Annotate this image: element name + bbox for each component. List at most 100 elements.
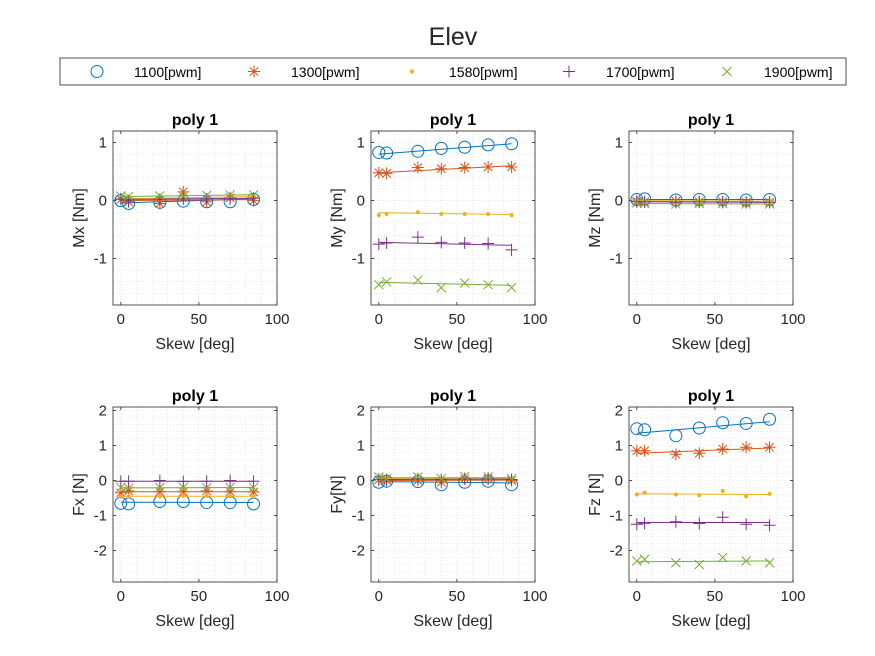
x-axis-label: Skew [deg]: [155, 336, 234, 353]
fit-line: [378, 241, 512, 246]
data-point: [716, 196, 729, 209]
y-tick-label: 1: [615, 135, 623, 152]
plot-area: [629, 131, 793, 305]
data-point: [114, 192, 127, 205]
data-point: [372, 166, 385, 179]
data-point: [717, 198, 728, 209]
data-point: [153, 485, 166, 498]
series-1700[pwm]: [114, 474, 260, 488]
x-tick-label: 0: [633, 311, 641, 328]
data-point: [505, 243, 518, 256]
fit-line: [378, 143, 512, 155]
data-point: [763, 412, 777, 426]
fit-line: [120, 194, 254, 198]
data-point: [225, 482, 235, 493]
y-tick-label: 0: [357, 193, 365, 210]
series-1300[pwm]: [372, 160, 518, 180]
data-point: [638, 423, 652, 437]
data-point: [642, 490, 647, 495]
data-point: [181, 493, 186, 498]
minor-grid: [371, 407, 536, 582]
data-point: [639, 198, 650, 209]
data-point: [462, 211, 467, 217]
data-point: [126, 494, 131, 499]
subplot-title: poly 1: [430, 388, 476, 405]
y-tick-label: -1: [610, 508, 623, 525]
series-group: [372, 137, 519, 293]
y-axis-label: My [Nm]: [329, 188, 346, 248]
data-point: [248, 189, 259, 200]
data-point: [373, 279, 384, 290]
subplot-title: poly 1: [688, 112, 734, 129]
data-point: [201, 190, 212, 201]
fit-line: [636, 560, 770, 563]
subplot-title: poly 1: [688, 388, 734, 405]
data-point: [739, 416, 753, 430]
data-point: [178, 191, 189, 201]
x-tick-label: 50: [449, 311, 466, 328]
data-point: [155, 191, 165, 201]
y-tick-label: -2: [94, 543, 107, 560]
data-point: [411, 472, 424, 485]
series-1100[pwm]: [372, 137, 519, 160]
data-point: [115, 482, 126, 493]
data-point: [763, 441, 776, 454]
series-1900[pwm]: [373, 471, 517, 484]
legend-label: 1300[pwm]: [291, 64, 359, 80]
x-tick-label: 50: [191, 311, 208, 328]
data-point: [251, 494, 256, 499]
fit-line: [636, 493, 770, 495]
legend-label: 1900[pwm]: [764, 64, 832, 80]
data-point: [411, 161, 424, 174]
data-point: [481, 138, 495, 152]
data-point: [740, 518, 753, 531]
data-point: [631, 556, 642, 566]
data-point: [247, 475, 260, 488]
data-point: [669, 448, 682, 461]
legend-box: [59, 57, 847, 86]
x-tick-label: 100: [780, 588, 805, 605]
legend-item: 1100[pwm]: [90, 64, 201, 80]
legend-label: 1700[pwm]: [606, 64, 674, 80]
axes-box: [112, 406, 278, 583]
data-point: [435, 162, 448, 175]
legend-item: 1300[pwm]: [248, 64, 359, 80]
series-1700[pwm]: [372, 231, 518, 256]
data-point: [693, 195, 706, 208]
data-point: [458, 140, 472, 154]
data-point: [483, 472, 493, 482]
data-point: [458, 161, 471, 174]
series-1700[pwm]: [372, 472, 518, 486]
x-tick-label: 0: [117, 588, 125, 605]
data-point: [380, 236, 393, 249]
y-tick-label: 2: [357, 403, 365, 420]
y-axis-label: Fz [N]: [587, 473, 604, 516]
legend-marker-plus: [563, 65, 575, 78]
y-axis-label: Mz [Nm]: [587, 188, 604, 248]
data-point: [201, 482, 212, 493]
data-point: [671, 557, 681, 568]
data-point: [439, 211, 444, 217]
y-tick-label: 1: [99, 135, 107, 152]
data-point: [505, 160, 518, 173]
data-point: [224, 474, 237, 487]
x-axis-label: Skew [deg]: [671, 613, 750, 630]
data-point: [740, 196, 753, 209]
series-1300[pwm]: [630, 441, 776, 461]
data-point: [204, 493, 209, 498]
y-tick-label: 1: [357, 438, 365, 455]
legend-item: 1580[pwm]: [409, 64, 517, 80]
subplot-title: poly 1: [172, 112, 218, 129]
data-point: [638, 517, 651, 530]
data-point: [741, 556, 751, 566]
y-tick-label: -2: [352, 543, 365, 560]
y-tick-label: -1: [352, 251, 365, 268]
data-point: [630, 444, 643, 457]
data-point: [763, 519, 776, 532]
series-group: [114, 474, 261, 511]
data-point: [435, 236, 448, 249]
x-tick-label: 100: [264, 311, 289, 328]
x-axis-label: Skew [deg]: [155, 613, 234, 630]
subplot-2: 0 50 100 -1 0 1 poly 1 Skew [deg] My [Nm]: [329, 112, 548, 353]
data-point: [177, 185, 190, 198]
